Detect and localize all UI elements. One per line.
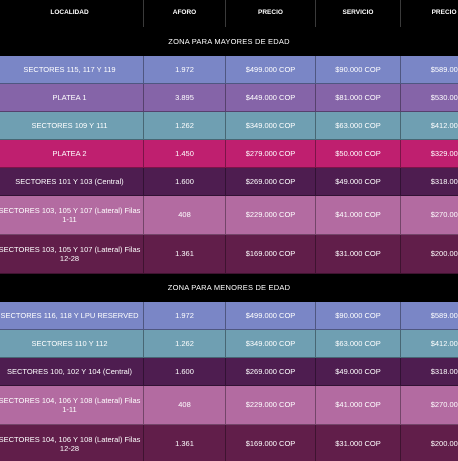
precio-cell: $229.000 COP — [226, 386, 316, 424]
header-localidad: LOCALIDAD — [0, 0, 144, 27]
header-aforo: AFORO — [144, 0, 226, 27]
table-row: SECTORES 104, 106 Y 108 (Lateral) Filas … — [0, 386, 458, 425]
servicio-cell: $41.000 COP — [316, 386, 401, 424]
precio-total-cell: $200.000 COP — [401, 235, 458, 273]
table-row: PLATEA 1 3.895 $449.000 COP $81.000 COP $530… — [0, 84, 458, 112]
servicio-cell: $31.000 COP — [316, 235, 401, 273]
servicio-cell: $49.000 COP — [316, 168, 401, 195]
header-servicio: SERVICIO — [316, 0, 401, 27]
precio-total-cell: $589.000 COP — [401, 302, 458, 329]
localidad-cell: SECTORES 104, 106 Y 108 (Lateral) Filas … — [0, 425, 144, 461]
precio-cell: $499.000 COP — [226, 302, 316, 329]
precio-cell: $279.000 COP — [226, 140, 316, 167]
aforo-cell: 1.450 — [144, 140, 226, 167]
precio-total-cell: $270.000 COP — [401, 196, 458, 234]
table-row: SECTORES 103, 105 Y 107 (Lateral) Filas … — [0, 196, 458, 235]
section-heading: ZONA PARA MAYORES DE EDAD — [0, 28, 458, 56]
precio-cell: $349.000 COP — [226, 112, 316, 139]
localidad-cell: SECTORES 100, 102 Y 104 (Central) — [0, 358, 144, 385]
precio-cell: $449.000 COP — [226, 84, 316, 111]
localidad-cell: SECTORES 103, 105 Y 107 (Lateral) Filas … — [0, 196, 144, 234]
aforo-cell: 1.361 — [144, 235, 226, 273]
servicio-cell: $63.000 COP — [316, 330, 401, 357]
precio-cell: $269.000 COP — [226, 358, 316, 385]
localidad-cell: SECTORES 101 Y 103 (Central) — [0, 168, 144, 195]
table-row: SECTORES 116, 118 Y LPU RESERVED 1.972 $49… — [0, 302, 458, 330]
aforo-cell: 3.895 — [144, 84, 226, 111]
aforo-cell: 1.262 — [144, 330, 226, 357]
aforo-cell: 1.262 — [144, 112, 226, 139]
servicio-cell: $63.000 COP — [316, 112, 401, 139]
section-title: ZONA PARA MENORES DE EDAD — [167, 282, 291, 292]
table-row: SECTORES 101 Y 103 (Central) 1.600 $269.00… — [0, 168, 458, 196]
localidad-cell: SECTORES 116, 118 Y LPU RESERVED — [0, 302, 144, 329]
aforo-cell: 1.600 — [144, 168, 226, 195]
servicio-cell: $81.000 COP — [316, 84, 401, 111]
precio-cell: $269.000 COP — [226, 168, 316, 195]
precio-total-cell: $412.000 COP — [401, 330, 458, 357]
precio-total-cell: $530.000 COP — [401, 84, 458, 111]
table-row: SECTORES 110 Y 112 1.262 $349.000 COP $63.0… — [0, 330, 458, 358]
servicio-cell: $50.000 COP — [316, 140, 401, 167]
aforo-cell: 1.361 — [144, 425, 226, 461]
aforo-cell: 1.600 — [144, 358, 226, 385]
servicio-cell: $90.000 COP — [316, 302, 401, 329]
precio-total-cell: $412.000 COP — [401, 112, 458, 139]
table-row: SECTORES 103, 105 Y 107 (Lateral) Filas … — [0, 235, 458, 274]
table-row: SECTORES 100, 102 Y 104 (Central) 1.600 $2… — [0, 358, 458, 386]
precio-cell: $349.000 COP — [226, 330, 316, 357]
precio-cell: $169.000 COP — [226, 425, 316, 461]
precio-cell: $169.000 COP — [226, 235, 316, 273]
precio-cell: $499.000 COP — [226, 56, 316, 83]
header-precio: PRECIO — [226, 0, 316, 27]
aforo-cell: 408 — [144, 196, 226, 234]
servicio-cell: $31.000 COP — [316, 425, 401, 461]
table-row: SECTORES 115, 117 Y 119 1.972 $499.000 COP… — [0, 56, 458, 84]
header-precio-total: PRECIO TOTAL — [401, 0, 458, 27]
servicio-cell: $49.000 COP — [316, 358, 401, 385]
localidad-cell: SECTORES 110 Y 112 — [0, 330, 144, 357]
precio-total-cell: $329.000 COP — [401, 140, 458, 167]
precio-total-cell: $200.000 COP — [401, 425, 458, 461]
precio-cell: $229.000 COP — [226, 196, 316, 234]
table-row: PLATEA 2 1.450 $279.000 COP $50.000 COP $329… — [0, 140, 458, 168]
localidad-cell: SECTORES 115, 117 Y 119 — [0, 56, 144, 83]
aforo-cell: 1.972 — [144, 56, 226, 83]
localidad-cell: PLATEA 2 — [0, 140, 144, 167]
section-title: ZONA PARA MAYORES DE EDAD — [168, 36, 290, 46]
precio-total-cell: $318.000 COP — [401, 358, 458, 385]
servicio-cell: $90.000 COP — [316, 56, 401, 83]
table-row: SECTORES 104, 106 Y 108 (Lateral) Filas … — [0, 425, 458, 461]
localidad-cell: PLATEA 1 — [0, 84, 144, 111]
precio-total-cell: $270.000 COP — [401, 386, 458, 424]
aforo-cell: 1.972 — [144, 302, 226, 329]
table-row: SECTORES 109 Y 111 1.262 $349.000 COP $63.0… — [0, 112, 458, 140]
servicio-cell: $41.000 COP — [316, 196, 401, 234]
localidad-cell: SECTORES 103, 105 Y 107 (Lateral) Filas … — [0, 235, 144, 273]
section-heading: ZONA PARA MENORES DE EDAD — [0, 274, 458, 302]
localidad-cell: SECTORES 109 Y 111 — [0, 112, 144, 139]
precio-total-cell: $318.000 COP — [401, 168, 458, 195]
localidad-cell: SECTORES 104, 106 Y 108 (Lateral) Filas … — [0, 386, 144, 424]
precio-total-cell: $589.000 COP — [401, 56, 458, 83]
aforo-cell: 408 — [144, 386, 226, 424]
